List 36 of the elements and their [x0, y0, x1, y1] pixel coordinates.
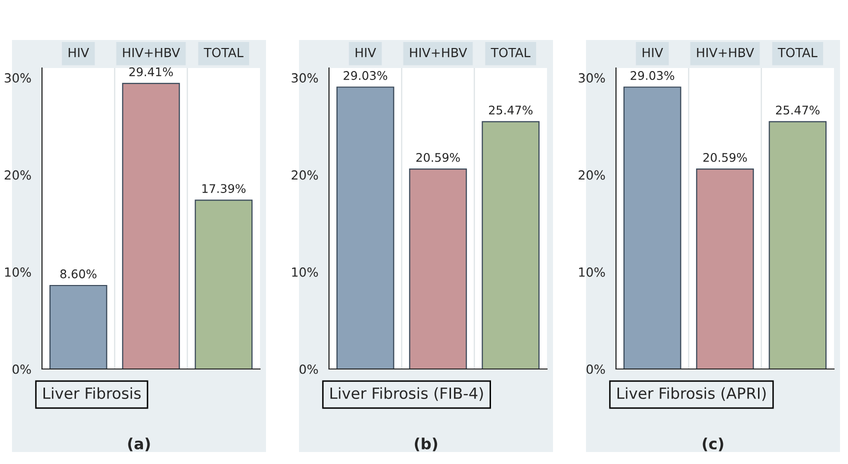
data-label: 17.39% — [202, 184, 246, 194]
text: (c) — [702, 438, 724, 452]
x-tick-label: HIV+HBV — [697, 48, 754, 58]
data-label: 29.03% — [630, 71, 674, 80]
y-tick-label: 0% — [300, 364, 318, 374]
data-label: 20.59% — [703, 153, 747, 162]
x-tick-label: TOTAL — [778, 48, 818, 58]
x-tick-label: HIV+HBV — [123, 48, 180, 58]
y-tick-label: 10% — [292, 267, 318, 277]
data-label: 20.59% — [416, 153, 460, 162]
data-label: 8.60% — [60, 269, 96, 278]
data-label: 25.47% — [489, 106, 533, 115]
x-tick-label: HIV+HBV — [410, 48, 468, 58]
x-tick-label: TOTAL — [490, 48, 530, 58]
x-tick-label: HIV — [642, 48, 664, 58]
y-tick-label: 10% — [5, 267, 31, 277]
x-tick-label: TOTAL — [204, 48, 244, 58]
data-label: 29.41% — [129, 67, 173, 76]
y-tick-label: 30% — [578, 73, 605, 83]
x-tick-label: HIV — [68, 48, 90, 58]
x-axis-title: Liver Fibrosis (FIB-4) — [330, 387, 483, 401]
y-tick-label: 0% — [12, 364, 31, 374]
y-tick-label: 20% — [292, 170, 318, 180]
x-axis-title: Liver Fibrosis — [44, 387, 141, 400]
y-tick-label: 30% — [292, 73, 318, 83]
data-label: 25.47% — [776, 106, 820, 115]
x-tick-label: HIV — [356, 48, 376, 58]
y-tick-label: 10% — [579, 267, 605, 277]
y-tick-label: 20% — [578, 170, 605, 180]
text: (a) — [128, 438, 150, 452]
x-axis-title: Liver Fibrosis (APRI) — [618, 387, 766, 401]
data-label: 29.03% — [344, 71, 388, 80]
y-tick-label: 0% — [586, 364, 605, 374]
text: (b) — [414, 438, 438, 452]
y-tick-label: 20% — [4, 170, 31, 180]
y-tick-label: 30% — [4, 73, 31, 83]
